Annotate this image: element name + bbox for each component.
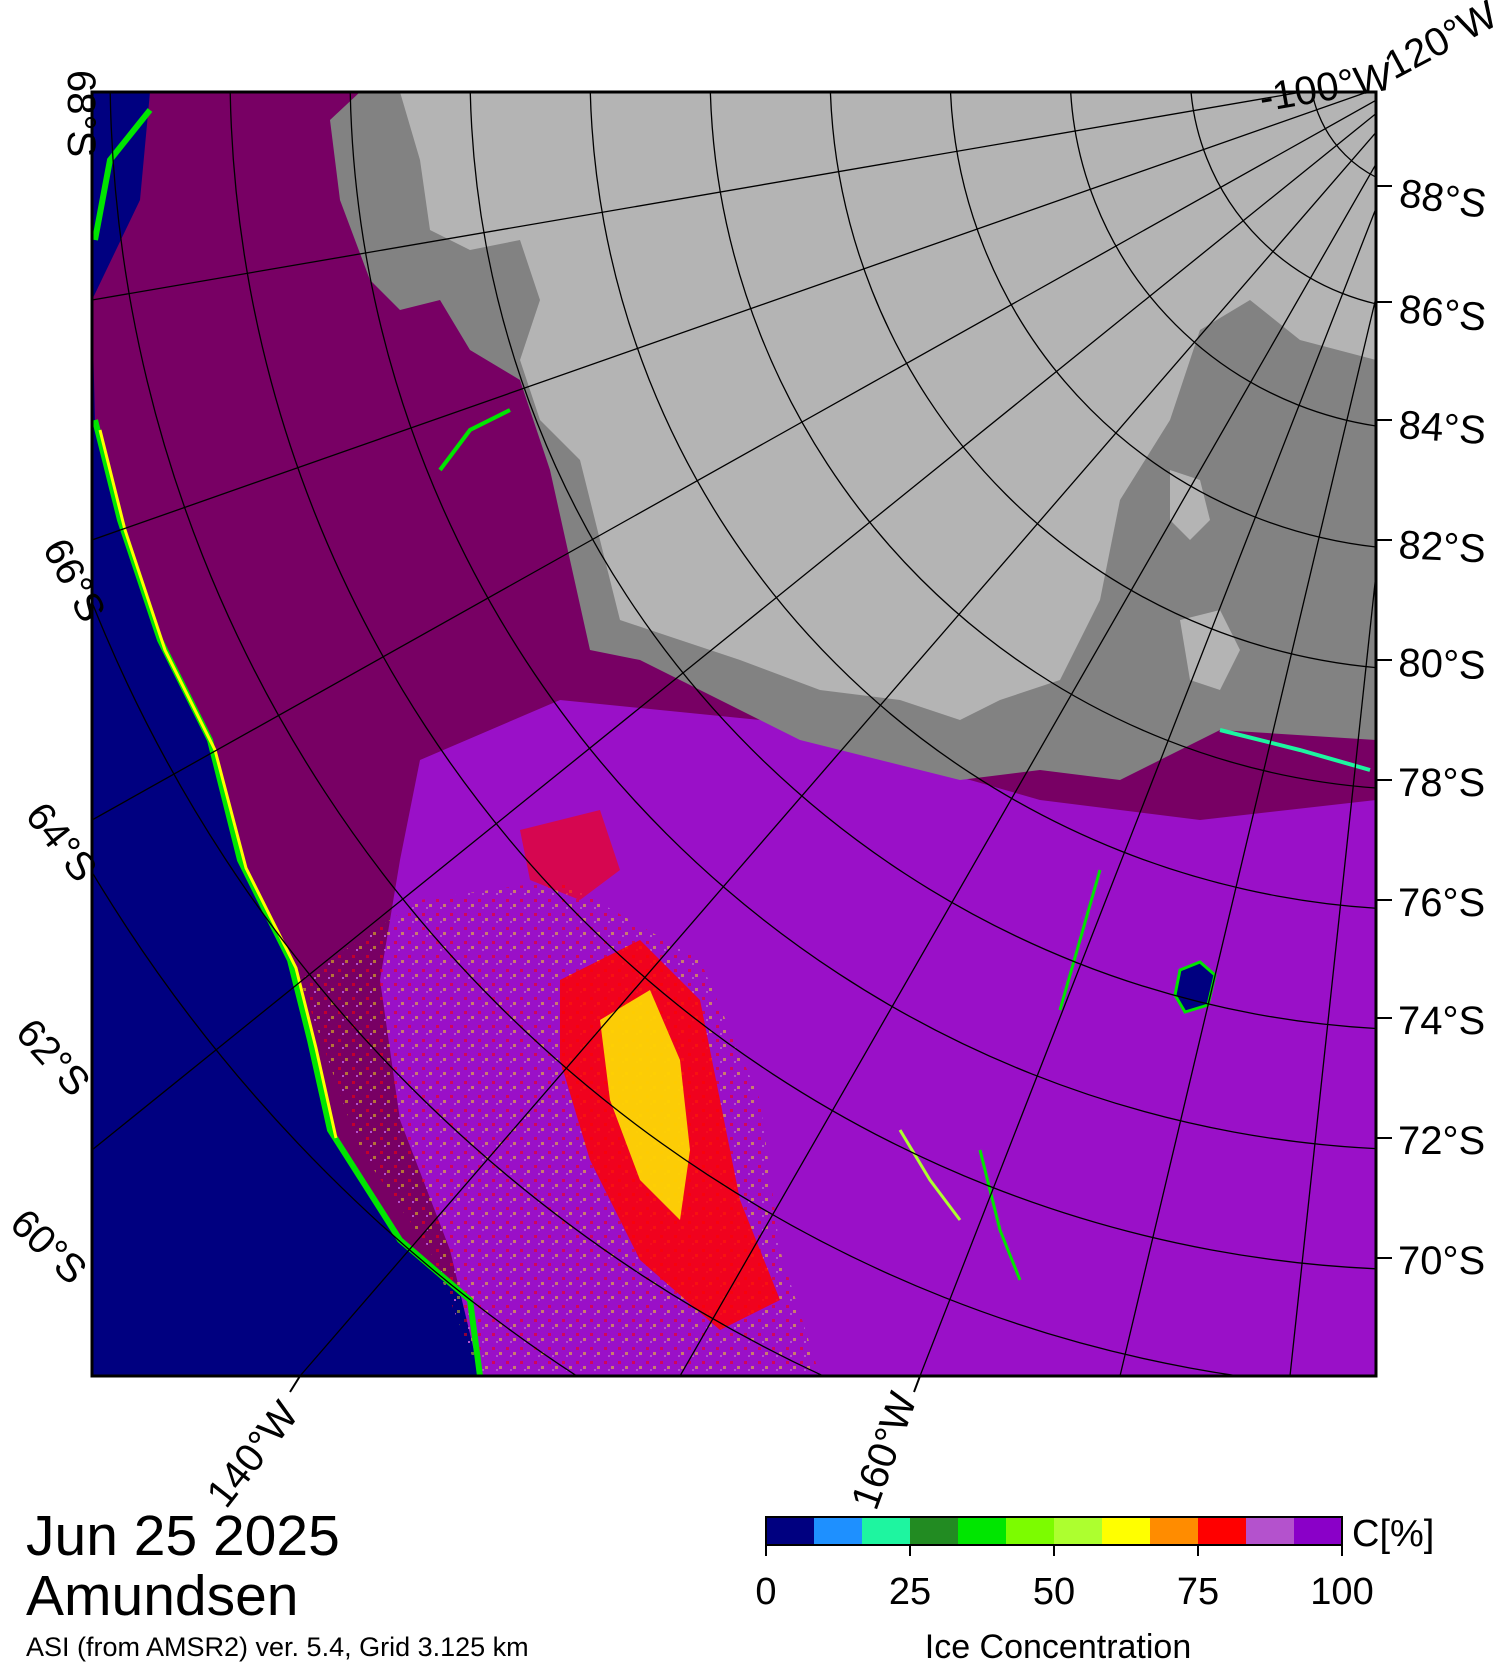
colorbar-tick-0: 0 [755, 1571, 776, 1613]
colorbar-swatch [862, 1517, 911, 1545]
lead-line [1058, 869, 1102, 1011]
low-concentration-patch-north [520, 810, 620, 900]
date-label: Jun 25 2025 [26, 1504, 340, 1568]
coastal-lead [1219, 728, 1371, 772]
lat-label-80: 80°S [1398, 641, 1487, 688]
latitude-axis-right: 88°S 86°S 84°S 82°S 80°S 78°S 76°S 74°S … [1376, 171, 1489, 1283]
lon-label-140w: 140°W [198, 1393, 307, 1515]
colorbar [766, 1517, 1343, 1545]
colorbar-title: Ice Concentration [925, 1628, 1192, 1666]
low-concentration-core [600, 990, 690, 1220]
lat-label-62: 62°S [7, 1011, 98, 1105]
colorbar-swatch [1150, 1517, 1199, 1545]
colorbar-tick-75: 75 [1177, 1571, 1219, 1613]
ice-tongue [438, 408, 511, 472]
lead-line-3 [978, 1149, 1022, 1281]
map-frame [90, 90, 1378, 1378]
lat-label-78: 78°S [1398, 761, 1485, 805]
lat-label-74: 74°S [1398, 999, 1485, 1043]
lat-label-84: 84°S [1397, 403, 1487, 453]
lat-label-60: 60°S [2, 1201, 95, 1293]
colorbar-swatch [1198, 1517, 1247, 1545]
lat-label-70: 70°S [1398, 1239, 1485, 1283]
colorbar-swatch [1102, 1517, 1151, 1545]
ice-edge-yellow [98, 429, 338, 1139]
lat-label-76: 76°S [1398, 881, 1485, 925]
lead-line-2 [898, 1129, 962, 1221]
source-label: ASI (from AMSR2) ver. 5.4, Grid 3.125 km [26, 1632, 529, 1662]
ice-rise-2 [1170, 470, 1210, 540]
land-ice-area [400, 92, 1376, 720]
graticule-meridians [92, 92, 1376, 1376]
region-label: Amundsen [26, 1564, 299, 1628]
colorbar-swatch [766, 1517, 815, 1545]
colorbar-unit: C[%] [1352, 1513, 1434, 1555]
colorbar-tick-100: 100 [1310, 1571, 1373, 1613]
colorbar-swatch [814, 1517, 863, 1545]
lat-label-86: 86°S [1397, 287, 1488, 340]
lon-label-120w: 120°W [1378, 0, 1499, 88]
lat-label-72: 72°S [1398, 1119, 1485, 1163]
lon-label-160w: 160°W [843, 1387, 926, 1516]
colorbar-swatch [1054, 1517, 1103, 1545]
lat-label-88: 88°S [1397, 171, 1489, 227]
colorbar-tick-50: 50 [1033, 1571, 1075, 1613]
colorbar-swatch [910, 1517, 959, 1545]
colorbar-tick-25: 25 [889, 1571, 931, 1613]
lat-label-82: 82°S [1398, 523, 1487, 572]
colorbar-swatch [1006, 1517, 1055, 1545]
colorbar-swatch [1246, 1517, 1295, 1545]
ice-edge [92, 108, 483, 1376]
lat-label-68: 68°S [59, 70, 103, 157]
colorbar-swatch [1294, 1517, 1343, 1545]
colorbar-swatch [958, 1517, 1007, 1545]
